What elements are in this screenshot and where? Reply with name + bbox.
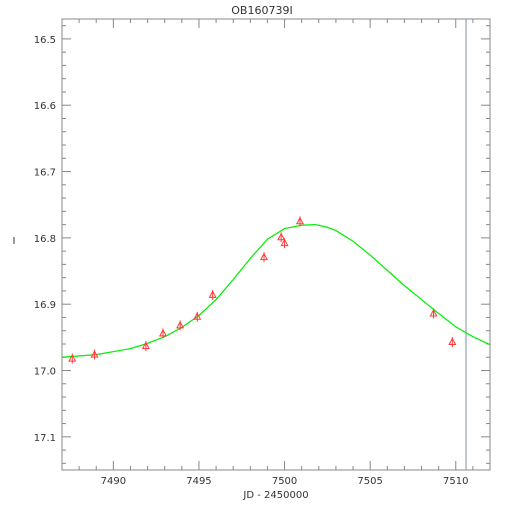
data-point xyxy=(141,341,150,349)
model-curve xyxy=(61,223,491,358)
data-point xyxy=(280,238,289,247)
data-point xyxy=(176,320,185,329)
y-tick-label: 17.1 xyxy=(34,433,56,444)
x-tick-label: 7510 xyxy=(443,476,468,487)
y-tick-label: 16.5 xyxy=(34,35,56,46)
plot-frame xyxy=(61,18,491,471)
y-tick-label: 17.0 xyxy=(34,367,56,378)
y-axis-label: I xyxy=(13,236,16,247)
data-point xyxy=(277,232,286,241)
data-point xyxy=(448,337,457,345)
data-point xyxy=(208,290,217,298)
x-tick-label: 7490 xyxy=(101,476,126,487)
x-tick-label: 7495 xyxy=(186,476,211,487)
y-tick-label: 16.6 xyxy=(34,101,56,112)
data-point xyxy=(68,354,77,362)
data-point xyxy=(295,216,305,225)
data-point xyxy=(158,328,168,337)
y-tick-label: 16.9 xyxy=(34,300,56,311)
x-axis-label: JD - 2450000 xyxy=(242,490,308,501)
plot-area: 7490 7495 7500 7505 7510 16.5 16.6 16.7 16.8 16.9… xyxy=(34,18,491,487)
data-point xyxy=(429,308,438,317)
data-point xyxy=(90,350,99,358)
data-point xyxy=(193,312,202,320)
x-tick-label: 7500 xyxy=(272,476,297,487)
x-tick-label: 7505 xyxy=(357,476,382,487)
y-tick-label: 16.7 xyxy=(34,168,56,179)
data-point xyxy=(259,252,269,261)
chart-title: OB160739I xyxy=(231,4,292,17)
y-tick-label: 16.8 xyxy=(34,234,56,245)
